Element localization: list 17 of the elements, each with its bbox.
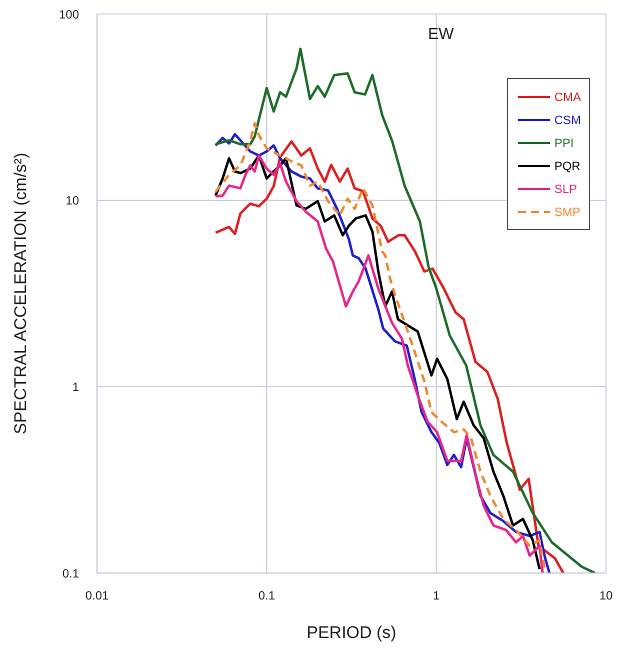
legend-label: PPI	[554, 136, 574, 150]
legend-label: CMA	[554, 90, 581, 104]
x-tick-label: 0.1	[258, 588, 276, 603]
y-axis-title: SPECTRAL ACCELERATION (cm/s²)	[11, 152, 30, 434]
y-tick-label: 0.1	[62, 566, 80, 580]
x-tick-label: 0.01	[85, 588, 109, 603]
x-tick-label: 1	[432, 588, 440, 603]
legend-label: CSM	[554, 112, 581, 126]
y-tick-label: 1	[72, 380, 80, 394]
legend-label: SLP	[554, 182, 578, 196]
x-tick-label: 10	[599, 588, 613, 603]
y-tick-label: 10	[66, 194, 80, 208]
y-tick-label: 100	[58, 7, 80, 22]
legend-label: PQR	[554, 158, 580, 172]
annotation: EW	[428, 26, 454, 44]
legend-label: SMP	[554, 204, 580, 218]
x-axis-title: PERIOD (s)	[306, 623, 396, 642]
